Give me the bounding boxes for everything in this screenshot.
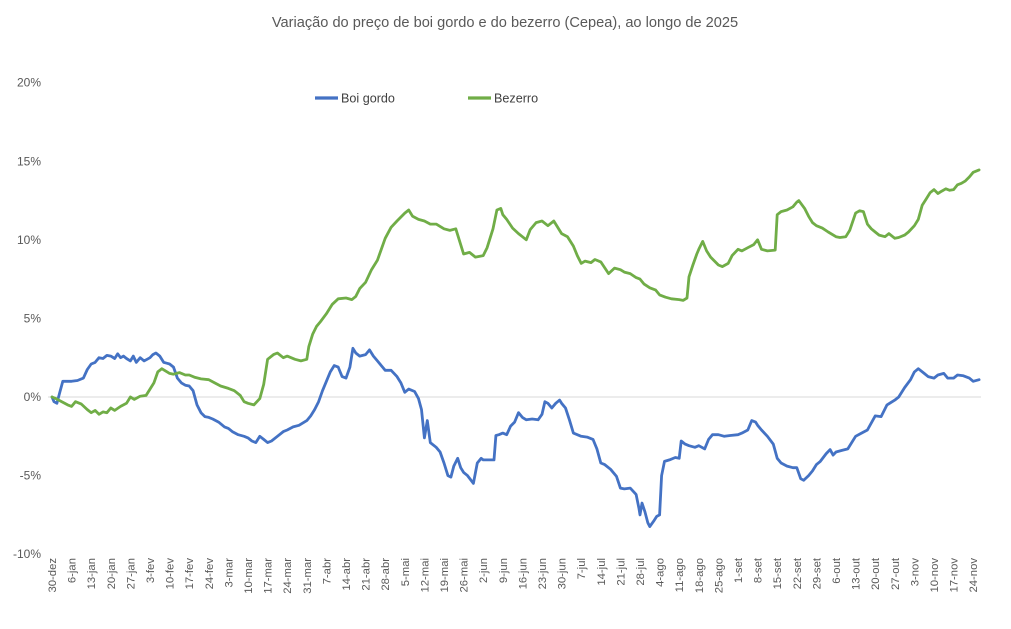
x-tick-label: 30-dez (47, 558, 59, 593)
x-tick-label: 3-nov (909, 558, 921, 587)
y-tick-label: 0% (24, 390, 42, 404)
x-tick-label: 7-abr (321, 558, 333, 585)
legend-item-bezerro: Bezerro (468, 92, 538, 106)
x-tick-label: 10-mar (243, 558, 255, 594)
x-tick-label: 9-jun (498, 558, 510, 583)
x-tick-label: 6-jan (67, 558, 79, 583)
y-tick-label: 5% (24, 311, 42, 325)
x-tick-label: 12-mai (419, 558, 431, 593)
y-tick-label: 20% (17, 76, 41, 90)
x-tick-label: 30-jun (557, 558, 569, 589)
chart-title: Variação do preço de boi gordo e do beze… (272, 15, 738, 31)
y-tick-label: 15% (17, 154, 41, 168)
x-tick-label: 21-abr (361, 558, 373, 591)
x-tick-label: 6-out (831, 557, 843, 584)
bezerro-line (50, 168, 981, 416)
x-tick-label: 17-fev (184, 558, 196, 590)
x-tick-label: 25-ago (713, 558, 725, 593)
x-tick-label: 24-mar (282, 558, 294, 594)
x-tick-label: 7-jul (576, 558, 588, 579)
chart-legend: Boi gordo Bezerro (315, 92, 538, 106)
x-tick-label: 23-jun (537, 558, 549, 589)
y-axis-tick-labels: 20% 15% 10% 5% 0% -5% -10% (13, 76, 41, 561)
x-tick-label: 2-jun (478, 558, 490, 583)
boi-gordo-line (50, 346, 981, 528)
x-tick-label: 19-mai (439, 558, 451, 593)
x-tick-label: 29-set (811, 557, 823, 589)
x-tick-label: 24-nov (968, 558, 980, 593)
x-tick-label: 26-mai (459, 558, 471, 593)
x-tick-label: 3-fev (145, 558, 157, 583)
x-tick-label: 17-mar (263, 558, 275, 594)
x-tick-label: 3-mar (223, 558, 235, 588)
x-tick-label: 11-ago (674, 558, 686, 592)
x-tick-label: 27-out (890, 557, 902, 590)
x-tick-label: 27-jan (125, 558, 137, 589)
x-tick-label: 16-jun (517, 558, 529, 589)
x-tick-label: 28-abr (380, 558, 392, 591)
x-tick-label: 14-abr (341, 558, 353, 591)
x-axis-tick-labels: 30-dez 6-jan 13-jan 20-jan 27-jan 3-fev 10-fev… (47, 557, 980, 594)
x-tick-label: 14-jul (596, 558, 608, 586)
x-tick-label: 31-mar (302, 558, 314, 594)
x-tick-label: 10-fev (165, 558, 177, 590)
x-tick-label: 22-set (792, 557, 804, 589)
x-tick-label: 13-jan (86, 558, 98, 589)
x-tick-label: 20-jan (106, 558, 118, 589)
legend-label-bezerro: Bezerro (494, 92, 538, 106)
y-tick-label: -5% (20, 469, 42, 483)
x-tick-label: 28-jul (635, 558, 647, 586)
legend-label-boi-gordo: Boi gordo (341, 92, 395, 106)
x-tick-label: 5-mai (400, 558, 412, 586)
x-tick-label: 20-out (870, 557, 882, 590)
y-tick-label: -10% (13, 547, 41, 561)
x-tick-label: 18-ago (694, 558, 706, 593)
x-tick-label: 4-ago (655, 558, 667, 587)
x-tick-label: 1-set (733, 557, 745, 583)
x-tick-label: 21-jul (615, 558, 627, 586)
series-lines (50, 168, 981, 528)
x-tick-label: 10-nov (929, 558, 941, 593)
x-tick-label: 24-fev (204, 558, 216, 590)
x-tick-label: 17-nov (949, 558, 961, 593)
x-tick-label: 15-set (772, 557, 784, 589)
legend-item-boi-gordo: Boi gordo (315, 92, 395, 106)
x-tick-label: 8-set (753, 557, 765, 583)
y-tick-label: 10% (17, 233, 41, 247)
x-tick-label: 13-out (851, 557, 863, 590)
